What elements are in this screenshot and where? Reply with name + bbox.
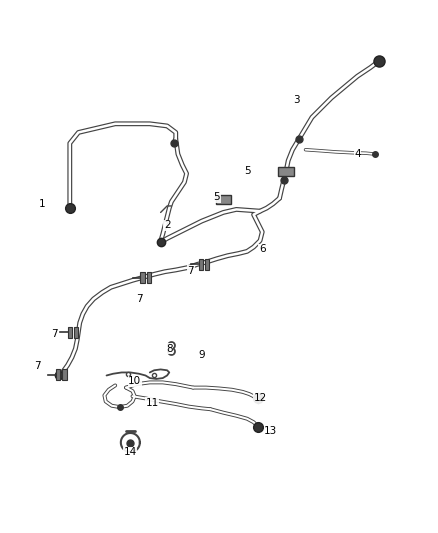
Text: 11: 11 [145,398,159,408]
Text: 12: 12 [254,393,267,403]
Text: 2: 2 [164,221,170,230]
Text: 7: 7 [136,294,142,304]
FancyBboxPatch shape [140,272,145,283]
Text: 13: 13 [264,426,278,436]
Text: 1: 1 [39,199,45,209]
Text: 5: 5 [214,192,220,203]
Text: 7: 7 [51,328,58,338]
Text: 3: 3 [293,95,300,105]
FancyBboxPatch shape [278,167,294,176]
FancyBboxPatch shape [215,195,231,204]
Text: 14: 14 [124,447,137,457]
Text: 10: 10 [128,376,141,386]
Text: 6: 6 [259,244,265,254]
FancyBboxPatch shape [63,369,67,380]
FancyBboxPatch shape [56,369,60,380]
FancyBboxPatch shape [199,259,203,270]
Text: 7: 7 [34,361,41,371]
Text: 8: 8 [166,344,173,354]
FancyBboxPatch shape [205,259,209,270]
FancyBboxPatch shape [147,272,151,283]
Text: 5: 5 [244,166,251,176]
Text: 4: 4 [354,149,361,159]
FancyBboxPatch shape [67,327,72,337]
Text: 7: 7 [187,266,194,276]
Text: 9: 9 [198,350,205,360]
FancyBboxPatch shape [74,327,78,337]
